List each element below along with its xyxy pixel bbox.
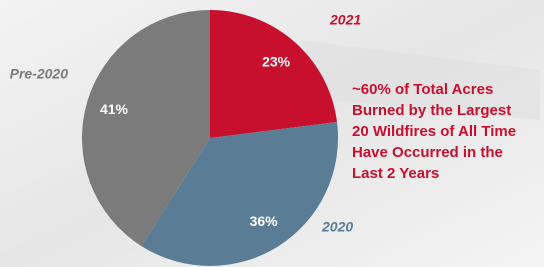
value-label: 23% [262, 54, 291, 70]
category-label: 2021 [329, 12, 361, 28]
annotation-line: Burned by the Largest [352, 102, 511, 119]
annotation-line: Last 2 Years [352, 165, 439, 182]
annotation-line: Have Occurred in the [352, 144, 503, 161]
chart: 23% 2021 36% 2020 41% Pre-2020 ~60% of Total A… [0, 0, 544, 267]
category-label: 2020 [321, 219, 353, 235]
page: 23% 2021 36% 2020 41% Pre-2020 ~60% of Total A… [0, 0, 544, 267]
value-label: 41% [100, 101, 129, 117]
value-label: 36% [250, 213, 279, 229]
annotation-line: 20 Wildfires of All Time [352, 123, 516, 140]
category-label: Pre-2020 [10, 66, 69, 82]
annotation-line: ~60% of Total Acres [352, 81, 493, 98]
